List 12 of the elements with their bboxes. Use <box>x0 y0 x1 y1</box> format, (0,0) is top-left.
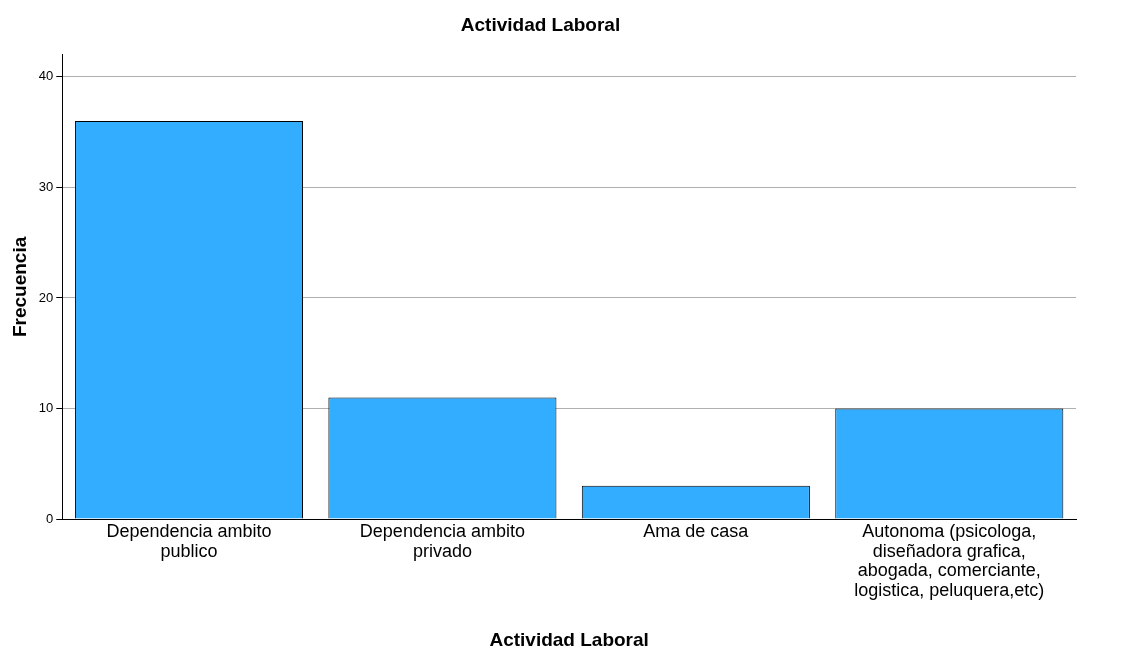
y-tick-label: 20 <box>38 289 54 305</box>
x-tick-label: Ama de casa <box>643 520 750 541</box>
y-tick-label: 30 <box>38 179 54 195</box>
x-tick-label: Dependencia ambito publico <box>106 520 272 561</box>
x-tick-label: Dependencia ambito privado <box>359 520 525 561</box>
x-tick-label: Autonoma (psicologa, diseñadora grafica, abogada, comerciante, logistica, peluquera,etc) <box>854 520 1045 601</box>
y-tick-label: 10 <box>38 400 54 416</box>
y-tick-label: 40 <box>38 68 54 84</box>
x-axis-title: Actividad Laboral <box>489 628 649 650</box>
chart-title: Actividad Laboral <box>460 13 621 35</box>
y-axis-title: Frecuencia <box>8 236 30 338</box>
y-tick-label: 0 <box>46 510 54 526</box>
